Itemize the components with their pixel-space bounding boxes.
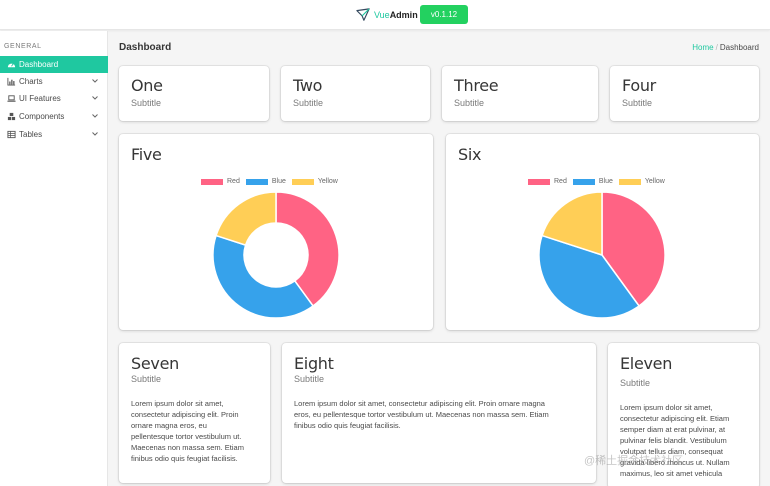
brand-logo[interactable]: VueAdmin <box>356 6 418 24</box>
text-card-eight: Eight Subtitle Lorem ipsum dolor sit ame… <box>282 343 596 483</box>
legend-entry-yellow[interactable]: Yellow <box>291 178 338 185</box>
sidebar-item-label: Dashboard <box>19 60 59 69</box>
legend-swatch <box>618 178 641 185</box>
card-subtitle: Subtitle <box>620 378 651 388</box>
breadcrumb: Home / Dashboard <box>692 43 759 52</box>
pie-chart <box>538 191 666 319</box>
doughnut-chart <box>212 191 340 319</box>
legend-label: Blue <box>598 178 613 185</box>
chart-title: Six <box>458 145 482 164</box>
sidebar-item-label: UI Features <box>19 94 61 103</box>
sidebar-item-charts[interactable]: Charts <box>0 73 108 90</box>
legend-label: Blue <box>271 178 286 185</box>
sidebar-item-label: Tables <box>19 130 43 139</box>
legend-swatch <box>291 178 314 185</box>
chevron-down-icon <box>92 96 98 100</box>
laptop-icon <box>7 95 16 102</box>
slice-yellow[interactable] <box>215 191 277 247</box>
legend-swatch <box>528 178 550 185</box>
slice-blue[interactable] <box>538 234 641 319</box>
breadcrumb-separator: / <box>715 43 718 52</box>
top-navbar: VueAdmin v0.1.12 <box>0 0 770 30</box>
sidebar-item-dashboard[interactable]: Dashboard <box>0 56 108 73</box>
tile-one: One Subtitle <box>119 66 269 121</box>
text-card-eleven: Eleven Subtitle Lorem ipsum dolor sit am… <box>608 343 759 486</box>
chart-card-five: Five Red Blue Yellow <box>119 134 433 330</box>
cubes-icon <box>7 112 16 121</box>
chevron-down-icon <box>92 114 98 118</box>
sidebar: GENERAL Dashboard Charts UI Features <box>0 31 108 486</box>
chart-legend: Red Blue Yellow <box>528 178 665 185</box>
card-body: Lorem ipsum dolor sit amet, consectetur … <box>620 403 730 478</box>
card-subtitle: Subtitle <box>131 374 162 384</box>
card-subtitle: Subtitle <box>294 374 325 384</box>
legend-entry-red[interactable]: Red <box>528 178 567 185</box>
sidebar-item-tables[interactable]: Tables <box>0 126 108 143</box>
table-icon <box>7 130 16 139</box>
chevron-down-icon <box>92 79 98 83</box>
tile-two: Two Subtitle <box>281 66 430 121</box>
legend-label: Red <box>227 178 240 185</box>
slice-yellow[interactable] <box>541 191 603 257</box>
tile-four: Four Subtitle <box>610 66 759 121</box>
legend-swatch <box>245 178 268 185</box>
brand-name: VueAdmin <box>374 10 418 20</box>
slice-red[interactable] <box>275 191 340 308</box>
bar-chart-icon <box>7 77 16 86</box>
tile-title: Three <box>454 76 499 95</box>
page-title: Dashboard <box>119 42 172 53</box>
tile-title: Two <box>293 76 323 95</box>
tile-title: One <box>131 76 163 95</box>
chart-legend: Red Blue Yellow <box>201 178 338 185</box>
legend-entry-blue[interactable]: Blue <box>245 178 286 185</box>
version-badge[interactable]: v0.1.12 <box>420 5 468 24</box>
card-body: Lorem ipsum dolor sit amet, consectetur … <box>131 399 244 463</box>
tile-three: Three Subtitle <box>442 66 598 121</box>
tile-subtitle: Subtitle <box>622 98 653 108</box>
legend-entry-blue[interactable]: Blue <box>572 178 613 185</box>
slice-red[interactable] <box>601 191 666 308</box>
tile-subtitle: Subtitle <box>454 98 485 108</box>
legend-label: Red <box>554 178 567 185</box>
legend-label: Yellow <box>644 178 665 185</box>
legend-entry-yellow[interactable]: Yellow <box>618 178 665 185</box>
tile-subtitle: Subtitle <box>131 98 162 108</box>
card-title: Eight <box>294 354 334 373</box>
chart-card-six: Six Red Blue Yellow <box>446 134 759 330</box>
legend-entry-red[interactable]: Red <box>201 178 240 185</box>
sidebar-section-label: GENERAL <box>4 43 42 50</box>
text-card-seven: Seven Subtitle Lorem ipsum dolor sit ame… <box>119 343 270 483</box>
watermark: @稀土掘金技术社区 <box>584 455 684 467</box>
sidebar-item-components[interactable]: Components <box>0 108 108 125</box>
breadcrumb-home-link[interactable]: Home <box>692 43 714 52</box>
paper-plane-icon <box>356 8 370 21</box>
legend-label: Yellow <box>317 178 338 185</box>
tile-subtitle: Subtitle <box>293 98 324 108</box>
sidebar-item-label: Charts <box>19 77 43 86</box>
sidebar-item-ui-features[interactable]: UI Features <box>0 90 108 107</box>
card-body: Lorem ipsum dolor sit amet, consectetur … <box>294 399 549 430</box>
sidebar-item-label: Components <box>19 112 65 121</box>
chevron-down-icon <box>92 132 98 136</box>
legend-swatch <box>572 178 595 185</box>
slice-blue[interactable] <box>212 234 315 319</box>
tile-title: Four <box>622 76 656 95</box>
dashboard-icon <box>7 63 16 68</box>
legend-swatch <box>201 178 223 185</box>
breadcrumb-current: Dashboard <box>719 43 759 52</box>
card-title: Seven <box>131 354 179 373</box>
card-title: Eleven <box>620 354 673 373</box>
chart-title: Five <box>131 145 162 164</box>
